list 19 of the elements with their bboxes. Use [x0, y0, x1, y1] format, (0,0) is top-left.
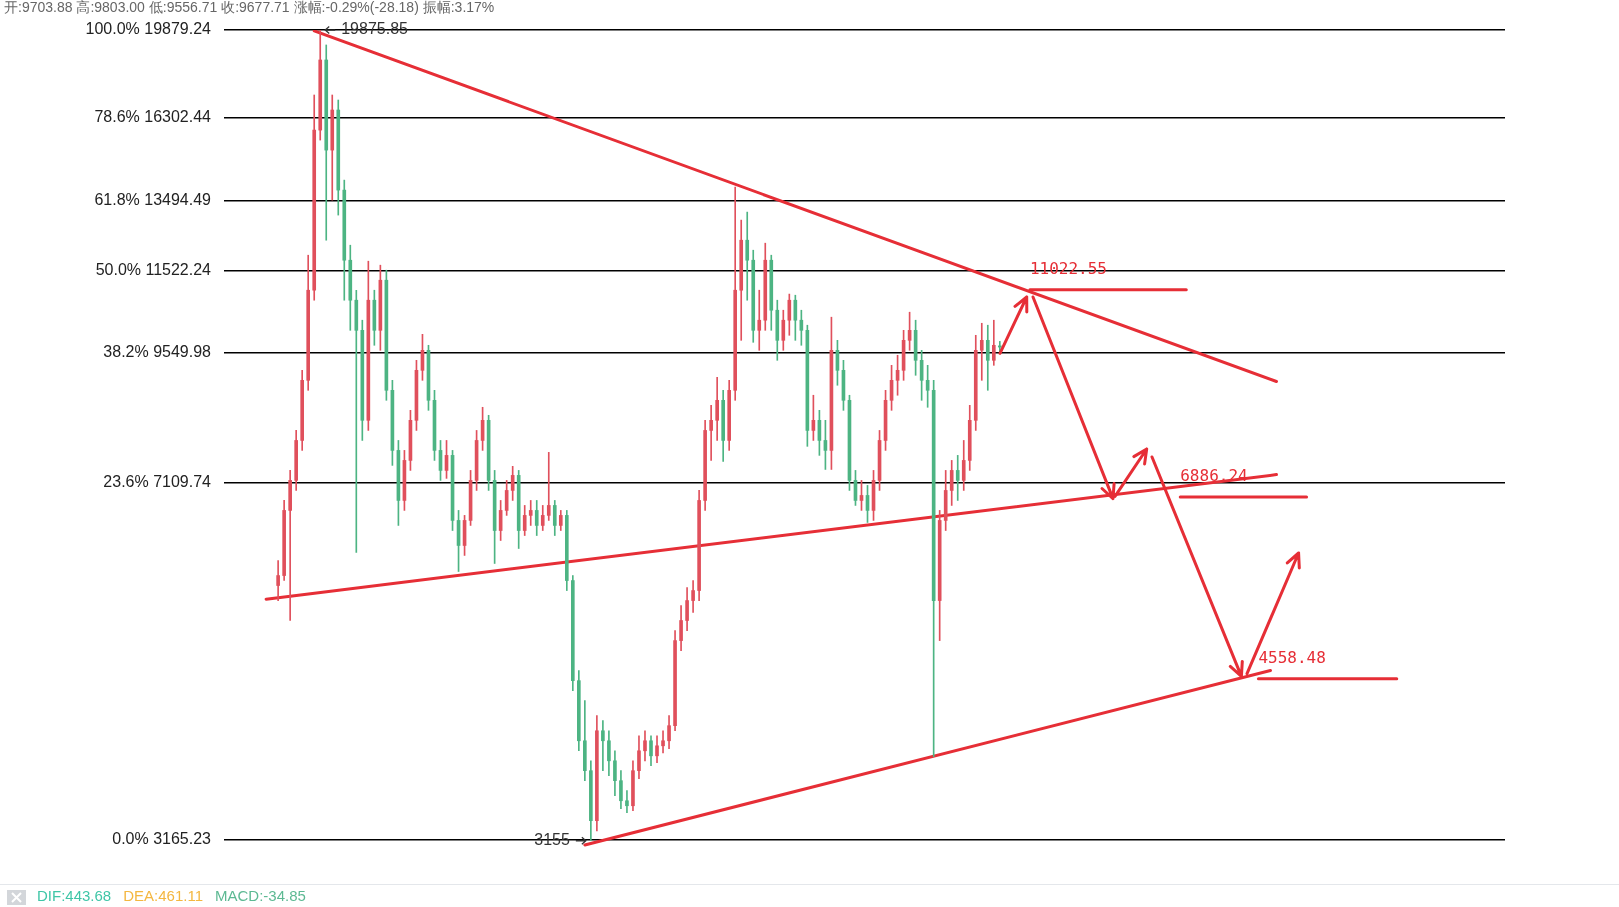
- text: 61.8%: [94, 191, 140, 209]
- y-tick-label: 9549.98: [153, 343, 212, 361]
- chart-subtitle: 开:9703.88 高:9803.00 低:9556.71 收:9677.71 涨幅:-0.29%(-28.18) 振幅:3.17%: [4, 0, 495, 15]
- text: MACD:-34.85: [214, 887, 306, 905]
- annotation: 4558.48: [1258, 647, 1326, 667]
- text: 100.0%: [85, 20, 140, 38]
- text: 78.6%: [94, 107, 140, 125]
- text: 38.2%: [103, 343, 149, 361]
- y-tick-label: 19879.24: [144, 20, 212, 38]
- y-tick-label: 7109.74: [153, 473, 212, 491]
- y-tick-label: 13494.49: [144, 191, 212, 209]
- y-tick-label: 16302.44: [144, 107, 212, 125]
- y-tick-label: 3165.23: [153, 829, 212, 847]
- y-tick-label: 11522.24: [145, 260, 212, 278]
- text: DIF:443.68: [37, 887, 112, 905]
- text: DEA:461.11: [123, 887, 203, 905]
- text: 50.0%: [95, 260, 142, 278]
- text: 23.6%: [103, 473, 149, 491]
- text: 0.0%: [112, 829, 149, 847]
